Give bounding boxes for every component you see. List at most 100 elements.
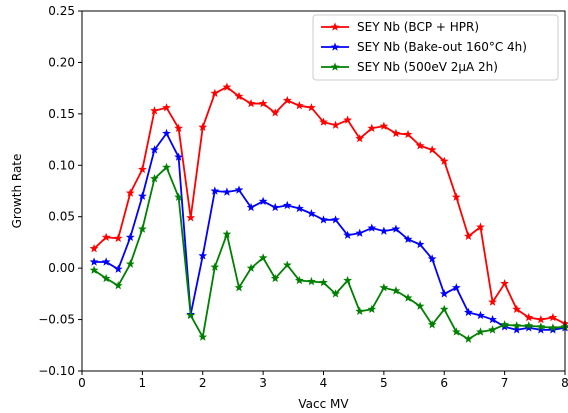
legend-swatch-marker: [330, 22, 340, 31]
data-point: [113, 281, 123, 290]
series-3: [89, 162, 568, 343]
data-point: [379, 121, 389, 130]
y-tick-label: 0.05: [48, 210, 75, 224]
data-point: [427, 254, 437, 263]
x-tick-label: 2: [199, 376, 207, 390]
data-point: [186, 213, 196, 222]
data-point: [367, 304, 377, 314]
series-line: [93, 166, 566, 341]
data-point: [174, 123, 183, 132]
data-point: [294, 275, 304, 285]
x-axis-title: Vacc MV: [298, 397, 349, 411]
data-point: [162, 103, 171, 112]
y-tick-label: 0.20: [48, 55, 75, 69]
legend-label: SEY Nb (Bake-out 160°C 4h): [357, 40, 527, 54]
data-point: [451, 192, 461, 201]
data-point: [125, 259, 135, 268]
legend-swatch-marker: [330, 62, 340, 71]
data-point: [476, 310, 485, 320]
y-tick-label: 0.25: [48, 4, 75, 18]
data-point: [548, 312, 558, 322]
data-point: [560, 322, 568, 331]
y-tick-label: 0.00: [48, 261, 75, 275]
data-point: [488, 297, 497, 306]
data-point: [427, 320, 437, 329]
data-point: [391, 286, 401, 295]
data-point: [464, 307, 473, 317]
data-point: [488, 314, 497, 324]
data-point: [415, 239, 425, 249]
data-point: [403, 293, 413, 302]
data-point: [439, 304, 449, 314]
data-point: [270, 202, 280, 212]
data-point: [319, 117, 328, 126]
data-point: [355, 306, 365, 316]
data-point: [89, 257, 99, 266]
data-point: [210, 88, 220, 98]
data-point: [415, 301, 425, 310]
y-tick-label: −0.05: [38, 313, 75, 327]
data-point: [174, 192, 183, 201]
data-point: [246, 98, 256, 108]
data-point: [234, 283, 244, 292]
data-point: [343, 275, 353, 285]
data-point: [319, 215, 328, 224]
data-point: [488, 325, 497, 334]
legend-swatch-marker: [330, 42, 340, 51]
data-point: [101, 257, 111, 266]
data-point: [403, 129, 413, 139]
data-point: [331, 120, 340, 129]
series-line: [94, 132, 566, 331]
data-point: [101, 273, 111, 283]
y-axis-ticks: −0.10 −0.05 0.00 0.05 0.10 0.15 0.20 0.25: [38, 4, 82, 378]
data-point: [367, 123, 377, 132]
data-point: [512, 304, 522, 314]
data-point: [331, 215, 340, 224]
data-point: [210, 186, 220, 195]
data-point: [500, 320, 509, 329]
legend-label: SEY Nb (BCP + HPR): [357, 20, 479, 34]
data-point: [524, 312, 534, 322]
x-tick-label: 5: [380, 376, 388, 390]
data-point: [512, 321, 522, 330]
data-point: [282, 260, 292, 269]
y-tick-label: 0.15: [48, 107, 75, 121]
data-point: [307, 276, 316, 286]
data-point: [222, 82, 232, 91]
y-axis-title: Growth Rate: [10, 154, 24, 229]
data-point: [234, 185, 244, 194]
data-point: [524, 321, 534, 330]
data-point: [379, 226, 389, 235]
series-line: [93, 86, 566, 325]
data-point: [464, 231, 473, 240]
data-point: [150, 145, 159, 154]
data-point: [138, 191, 147, 200]
data-point: [210, 262, 220, 271]
data-point: [476, 222, 485, 231]
y-tick-label: −0.10: [38, 364, 75, 378]
data-point: [174, 152, 183, 161]
data-point: [294, 101, 304, 110]
data-point: [270, 273, 280, 283]
data-point: [536, 325, 546, 334]
data-point: [548, 323, 558, 332]
data-point: [258, 196, 268, 206]
data-point: [343, 115, 353, 124]
data-point: [246, 263, 256, 272]
data-point: [476, 327, 485, 336]
data-point: [282, 95, 292, 105]
data-point: [319, 277, 328, 287]
data-point: [162, 128, 171, 138]
data-point: [270, 108, 280, 117]
y-tick-label: 0.10: [48, 158, 75, 172]
legend-item-3: SEY Nb (500eV 2μA 2h): [321, 60, 498, 74]
data-point: [307, 209, 316, 218]
data-point: [186, 310, 196, 320]
data-point: [138, 224, 147, 233]
data-point: [451, 327, 461, 336]
data-point: [391, 128, 401, 138]
data-point: [125, 232, 135, 242]
legend: SEY Nb (BCP + HPR) SEY Nb (Bake-out 160°C…: [312, 14, 559, 81]
data-point: [536, 322, 546, 331]
data-point: [89, 244, 99, 253]
